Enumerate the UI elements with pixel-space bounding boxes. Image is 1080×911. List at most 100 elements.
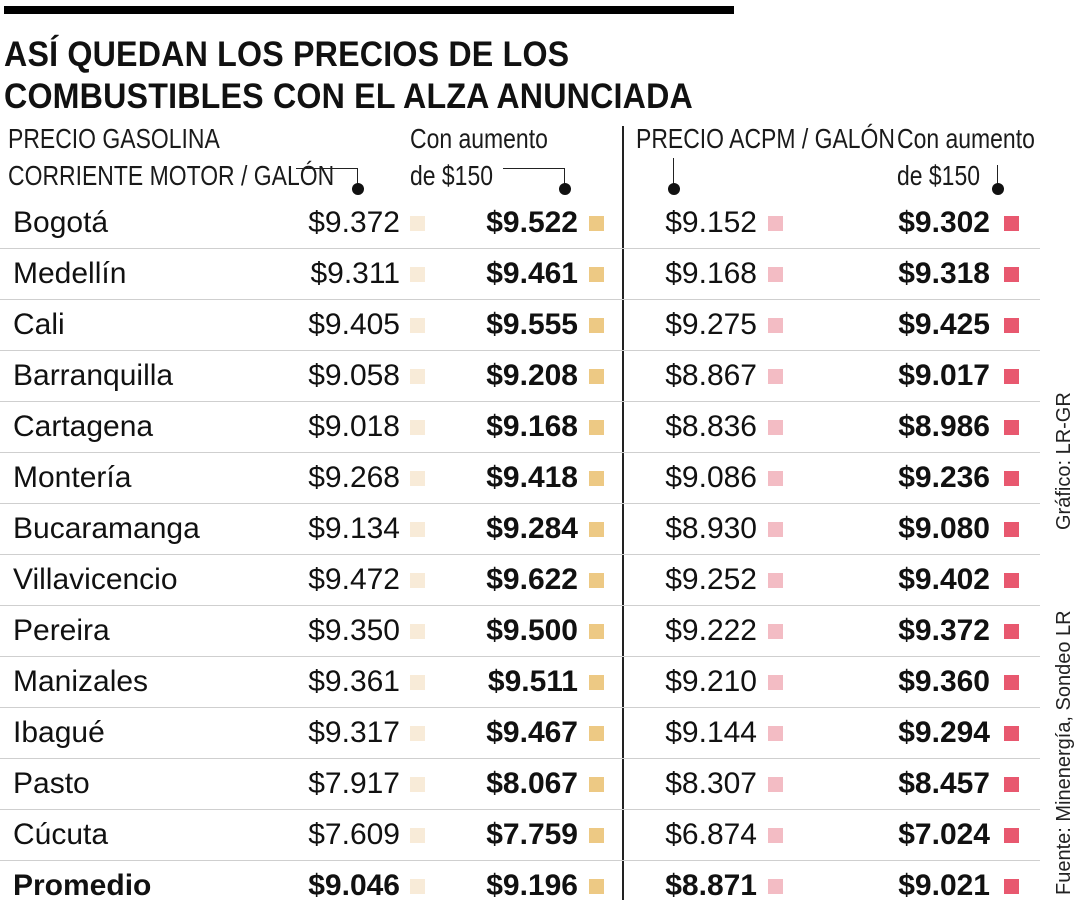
- price-gasolina: $9.317: [308, 716, 400, 749]
- color-key-acpm-aumento: [1004, 318, 1019, 333]
- price-acpm: $9.210: [665, 665, 757, 698]
- total-row: Promedio $9.046 $9.196 $8.871 $9.021: [0, 861, 1040, 911]
- leader-dot-acpm: [668, 183, 680, 195]
- price-gasolina: $9.268: [308, 461, 400, 494]
- color-key-gasolina: [410, 879, 425, 894]
- credit-grafico: Gráfico: LR-GR: [1053, 392, 1075, 530]
- color-key-gasolina-aumento: [589, 369, 604, 384]
- table-row: Bogotá $9.372 $9.522 $9.152 $9.302: [0, 198, 1040, 249]
- color-key-gasolina: [410, 522, 425, 537]
- color-key-gasolina: [410, 471, 425, 486]
- color-key-gasolina-aumento: [589, 267, 604, 282]
- color-key-gasolina: [410, 726, 425, 741]
- color-key-acpm: [768, 318, 783, 333]
- city-name: Pasto: [13, 767, 90, 800]
- header-aumento-acpm: Con aumento de $150: [897, 120, 1035, 194]
- leader-dot-aumento-acpm: [992, 183, 1004, 195]
- city-name: Bogotá: [13, 206, 109, 239]
- color-key-acpm-aumento: [1004, 522, 1019, 537]
- color-key-gasolina-aumento: [589, 828, 604, 843]
- price-acpm-aumento: $9.017: [898, 359, 990, 392]
- color-key-acpm: [768, 726, 783, 741]
- header-gasolina-line-2: CORRIENTE MOTOR / GALÓN: [8, 160, 335, 191]
- color-key-acpm: [768, 624, 783, 639]
- price-gasolina-aumento: $9.208: [486, 359, 578, 392]
- color-key-gasolina: [410, 777, 425, 792]
- price-acpm-aumento: $8.457: [898, 767, 990, 800]
- color-key-gasolina: [410, 420, 425, 435]
- price-gasolina-aumento: $9.467: [486, 716, 578, 749]
- price-gasolina: $9.472: [308, 563, 400, 596]
- leader-drop-gasolina: [357, 168, 358, 188]
- table-row: Medellín $9.311 $9.461 $9.168 $9.318: [0, 249, 1040, 300]
- color-key-acpm: [768, 420, 783, 435]
- price-acpm: $8.871: [665, 869, 757, 902]
- price-gasolina-aumento: $9.555: [486, 308, 578, 341]
- color-key-acpm: [768, 879, 783, 894]
- price-acpm-aumento: $9.080: [898, 512, 990, 545]
- price-acpm: $9.086: [665, 461, 757, 494]
- city-name: Ibagué: [13, 716, 105, 749]
- color-key-acpm-aumento: [1004, 777, 1019, 792]
- color-key-gasolina: [410, 573, 425, 588]
- header-aumento-gasolina: Con aumento de $150: [410, 120, 548, 194]
- price-gasolina-aumento: $9.622: [486, 563, 578, 596]
- price-gasolina: $9.134: [308, 512, 400, 545]
- price-acpm: $9.168: [665, 257, 757, 290]
- price-acpm: $6.874: [665, 818, 757, 851]
- header-acpm-text: PRECIO ACPM / GALÓN: [636, 123, 896, 154]
- price-gasolina: $9.405: [308, 308, 400, 341]
- color-key-acpm-aumento: [1004, 624, 1019, 639]
- color-key-acpm-aumento: [1004, 675, 1019, 690]
- header-aumento-gasolina-line-1: Con aumento: [410, 123, 548, 154]
- color-key-acpm: [768, 522, 783, 537]
- price-acpm-aumento: $9.021: [898, 869, 990, 902]
- header-acpm: PRECIO ACPM / GALÓN: [636, 120, 895, 157]
- color-key-acpm: [768, 471, 783, 486]
- price-acpm: $9.152: [665, 206, 757, 239]
- color-key-acpm: [768, 369, 783, 384]
- color-key-acpm: [768, 216, 783, 231]
- price-gasolina: $9.311: [310, 257, 400, 290]
- color-key-gasolina: [410, 267, 425, 282]
- price-gasolina: $9.018: [308, 410, 400, 443]
- table-row: Cali $9.405 $9.555 $9.275 $9.425: [0, 300, 1040, 351]
- price-gasolina: $7.609: [308, 818, 400, 851]
- color-key-acpm-aumento: [1004, 573, 1019, 588]
- leader-dot-aumento-gasolina: [559, 183, 571, 195]
- price-acpm-aumento: $9.294: [898, 716, 990, 749]
- color-key-acpm-aumento: [1004, 267, 1019, 282]
- price-gasolina: $9.372: [308, 206, 400, 239]
- city-name: Promedio: [13, 869, 152, 902]
- table-row: Pereira $9.350 $9.500 $9.222 $9.372: [0, 606, 1040, 657]
- price-acpm-aumento: $9.402: [898, 563, 990, 596]
- color-key-gasolina-aumento: [589, 879, 604, 894]
- header-aumento-acpm-line-1: Con aumento: [897, 123, 1035, 154]
- leader-drop-aumento-gasolina: [564, 168, 565, 188]
- price-acpm-aumento: $9.302: [898, 206, 990, 239]
- leader-drop-aumento-acpm: [997, 165, 998, 188]
- city-name: Villavicencio: [13, 563, 178, 596]
- color-key-gasolina-aumento: [589, 471, 604, 486]
- city-name: Medellín: [13, 257, 127, 290]
- color-key-acpm-aumento: [1004, 726, 1019, 741]
- table-row: Montería $9.268 $9.418 $9.086 $9.236: [0, 453, 1040, 504]
- color-key-gasolina-aumento: [589, 318, 604, 333]
- price-gasolina-aumento: $9.461: [486, 257, 578, 290]
- price-acpm-aumento: $8.986: [898, 410, 990, 443]
- price-gasolina: $9.361: [308, 665, 400, 698]
- city-name: Pereira: [13, 614, 110, 647]
- price-acpm: $9.144: [665, 716, 757, 749]
- city-name: Cartagena: [13, 410, 154, 443]
- price-gasolina: $9.058: [308, 359, 400, 392]
- price-acpm: $8.930: [665, 512, 757, 545]
- price-acpm: $9.222: [665, 614, 757, 647]
- price-acpm: $8.307: [665, 767, 757, 800]
- city-name: Manizales: [13, 665, 149, 698]
- column-divider: [622, 126, 624, 900]
- price-gasolina: $7.917: [308, 767, 400, 800]
- color-key-acpm-aumento: [1004, 879, 1019, 894]
- color-key-gasolina-aumento: [589, 624, 604, 639]
- price-acpm: $8.867: [665, 359, 757, 392]
- table-row: Bucaramanga $9.134 $9.284 $8.930 $9.080: [0, 504, 1040, 555]
